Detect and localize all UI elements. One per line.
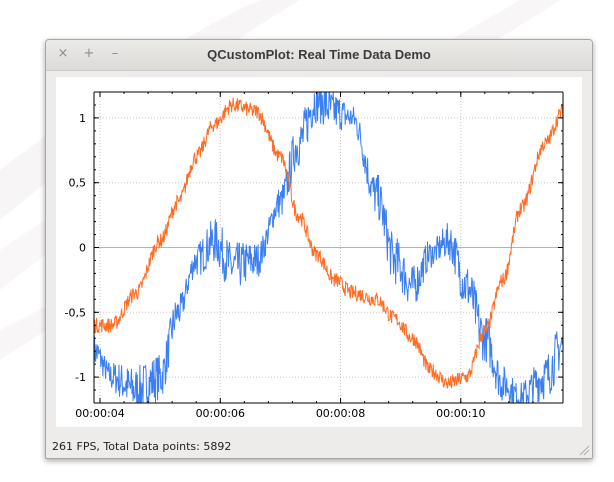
x-tick-label: 00:00:10 (436, 407, 485, 420)
y-tick-label: 0,5 (69, 177, 87, 190)
x-tick-label: 00:00:06 (196, 407, 245, 420)
realtime-chart[interactable]: 00:00:04 00:00:06 00:00:08 00:00:10 1 0,5 0 -0,… (56, 77, 582, 427)
y-tick-label: 0 (79, 242, 86, 255)
y-tick-label: -0,5 (65, 306, 86, 319)
plot-area[interactable]: 00:00:04 00:00:06 00:00:08 00:00:10 1 0,5 0 -0,… (56, 77, 582, 427)
close-icon[interactable]: × (57, 46, 69, 61)
resize-grip-icon[interactable] (578, 444, 590, 456)
x-tick-label: 00:00:08 (316, 407, 365, 420)
series-2-line (94, 97, 563, 389)
window-title: QCustomPlot: Real Time Data Demo (207, 47, 431, 62)
title-bar[interactable]: × + – QCustomPlot: Real Time Data Demo (46, 40, 592, 71)
status-bar-text: 261 FPS, Total Data points: 5892 (52, 440, 232, 453)
maximize-icon[interactable]: + (83, 46, 95, 61)
y-tick-label: -1 (75, 371, 86, 384)
y-tick-label: 1 (79, 112, 86, 125)
x-tick-label: 00:00:04 (75, 407, 124, 420)
series-1-line (94, 92, 563, 403)
app-window: × + – QCustomPlot: Real Time Data Demo 0… (45, 39, 593, 459)
minimize-icon[interactable]: – (111, 46, 119, 61)
